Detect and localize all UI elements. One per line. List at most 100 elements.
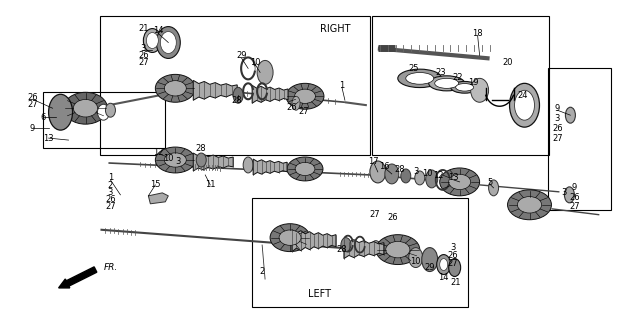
Ellipse shape [97,104,109,120]
Ellipse shape [279,230,301,245]
Ellipse shape [257,60,273,84]
Polygon shape [193,80,237,100]
Text: 26: 26 [387,213,398,222]
Text: 3: 3 [561,188,567,197]
Ellipse shape [440,259,448,270]
Ellipse shape [156,27,180,59]
Text: 1: 1 [108,173,113,182]
Text: 28: 28 [394,165,405,174]
Text: 26: 26 [287,103,297,112]
Text: 28: 28 [337,245,347,254]
Ellipse shape [471,78,489,102]
FancyArrow shape [59,267,97,288]
Text: 26: 26 [447,251,458,260]
Text: 29: 29 [236,51,246,60]
Text: 27: 27 [569,202,580,211]
Text: 17: 17 [368,157,379,166]
Ellipse shape [160,32,176,53]
Text: 11: 11 [205,180,215,189]
Ellipse shape [429,76,465,91]
Polygon shape [252,85,288,103]
Text: 3: 3 [413,167,418,176]
Text: 3: 3 [176,157,181,166]
Ellipse shape [406,73,434,84]
Text: LEFT: LEFT [308,289,331,300]
Text: 28: 28 [195,144,205,153]
Ellipse shape [143,28,161,52]
Ellipse shape [440,168,479,196]
Ellipse shape [415,171,424,185]
Ellipse shape [385,164,399,184]
Text: 15: 15 [150,180,160,189]
Ellipse shape [518,196,542,213]
Ellipse shape [64,92,107,124]
Ellipse shape [49,94,73,130]
Text: 1: 1 [339,81,344,90]
Ellipse shape [515,90,534,120]
Ellipse shape [508,190,552,220]
Ellipse shape [371,241,381,255]
Text: 19: 19 [468,78,479,87]
Ellipse shape [450,82,479,93]
Text: 27: 27 [299,107,309,116]
Ellipse shape [106,103,115,117]
Ellipse shape [456,84,474,91]
Ellipse shape [233,87,243,103]
Ellipse shape [565,107,576,123]
Ellipse shape [449,174,471,189]
Text: FR.: FR. [104,263,118,272]
Ellipse shape [146,33,159,49]
Text: 27: 27 [370,210,380,219]
Text: 3: 3 [108,188,113,197]
Ellipse shape [196,153,206,167]
Ellipse shape [437,255,450,275]
Ellipse shape [294,89,315,103]
Polygon shape [344,239,384,259]
Text: 26: 26 [552,124,563,132]
Text: 27: 27 [552,133,563,143]
Ellipse shape [565,187,574,203]
Ellipse shape [73,100,97,117]
Text: 21: 21 [450,278,461,287]
Text: 3: 3 [141,44,146,53]
Text: 20: 20 [502,58,513,67]
Text: 14: 14 [153,26,164,35]
Ellipse shape [164,153,186,167]
Ellipse shape [292,96,300,110]
Text: 21: 21 [138,24,149,33]
Text: 10: 10 [423,169,433,179]
Ellipse shape [270,224,310,252]
Text: 27: 27 [447,259,458,268]
Text: 12: 12 [153,148,164,156]
Ellipse shape [409,248,423,268]
Text: 27: 27 [27,100,38,109]
Text: 3: 3 [450,243,455,252]
Polygon shape [193,153,233,171]
Text: 26: 26 [27,93,38,102]
Ellipse shape [401,169,411,183]
Ellipse shape [243,157,253,173]
Text: 9: 9 [555,104,560,113]
Text: 22: 22 [452,73,463,82]
Text: 13: 13 [43,133,54,143]
Text: 29: 29 [424,263,435,272]
Ellipse shape [341,238,351,252]
Text: 10: 10 [410,257,421,266]
Text: 27: 27 [105,202,116,211]
Polygon shape [253,159,287,175]
Ellipse shape [435,78,458,88]
Ellipse shape [286,83,324,109]
Text: 28: 28 [232,96,242,105]
Ellipse shape [386,241,410,258]
Ellipse shape [376,235,420,265]
Text: 26: 26 [569,193,580,202]
Ellipse shape [426,170,437,188]
Ellipse shape [155,147,195,173]
Text: 5: 5 [487,179,492,188]
Text: RIGHT: RIGHT [320,24,350,34]
Text: 16: 16 [379,163,390,172]
Text: 6: 6 [40,113,45,122]
Text: 14: 14 [439,273,449,282]
Text: 18: 18 [472,29,483,38]
Text: 10: 10 [163,154,173,163]
